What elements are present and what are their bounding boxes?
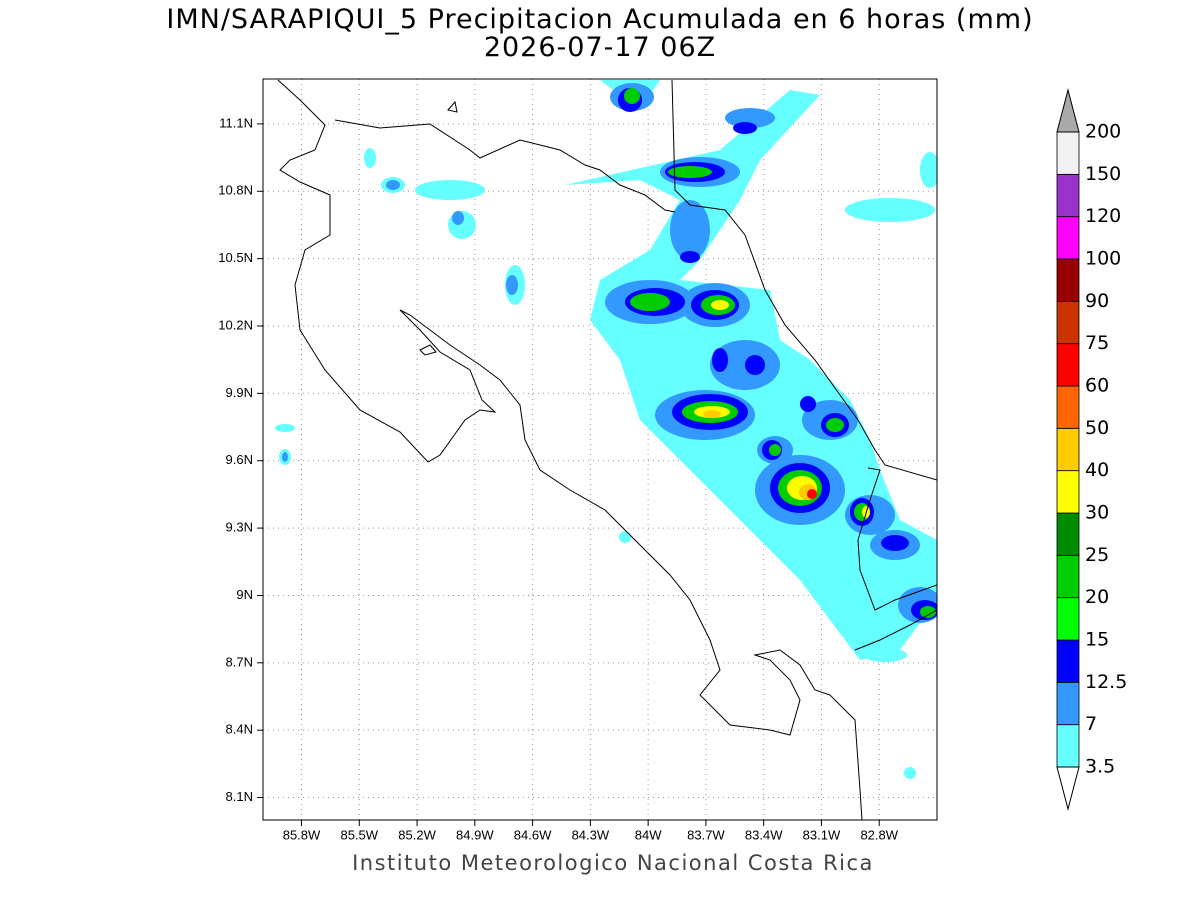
- colorbar-box: [1056, 131, 1080, 175]
- footer: Instituto Meteorologico Nacional Costa R…: [352, 851, 874, 875]
- colorbar-box: [1056, 724, 1080, 768]
- title-line-2: 2026-07-17 06Z: [484, 32, 716, 63]
- y-tick-label: 10.2N: [218, 317, 253, 332]
- colorbar-label: 40: [1085, 459, 1109, 481]
- colorbar-box: [1056, 385, 1080, 429]
- y-tick-label: 8.1N: [226, 789, 253, 804]
- coastlines: [277, 79, 937, 820]
- x-tick-label: 84.9W: [456, 827, 494, 842]
- colorbar-label: 15: [1085, 629, 1109, 651]
- x-tick-label: 85.5W: [340, 827, 378, 842]
- map-frame: [262, 78, 938, 821]
- title-line-1: IMN/SARAPIQUI_5 Precipitacion Acumulada …: [166, 4, 1033, 35]
- colorbar-label: 7: [1085, 713, 1097, 735]
- x-tick-label: 84W: [635, 827, 662, 842]
- colorbar-label: 50: [1085, 417, 1109, 439]
- colorbar-under: [1056, 766, 1080, 811]
- colorbar-label: 75: [1085, 332, 1109, 354]
- colorbar-label: 150: [1085, 163, 1121, 185]
- x-tick-label: 84.3W: [572, 827, 610, 842]
- colorbar-label: 20: [1085, 586, 1109, 608]
- y-tick-label: 8.7N: [226, 654, 253, 669]
- colorbar-label: 3.5: [1085, 756, 1115, 778]
- colorbar-box: [1056, 597, 1080, 641]
- colorbar-box: [1056, 470, 1080, 514]
- y-tick-label: 9.6N: [226, 452, 253, 467]
- precipitation-field: [275, 80, 937, 779]
- x-tick-label: 83.7W: [687, 827, 725, 842]
- y-tick-label: 9N: [236, 587, 253, 602]
- x-tick-label: 82.8W: [860, 827, 898, 842]
- colorbar: 3.5 7 12.5 15 20 25 30 40 50 60 75 90 100 120 150 200: [1056, 88, 1127, 811]
- colorbar-box: [1056, 639, 1080, 683]
- y-tick-label: 11.1N: [219, 115, 253, 130]
- x-tick-label: 84.6W: [514, 827, 552, 842]
- colorbar-box: [1056, 258, 1080, 302]
- colorbar-label: 25: [1085, 544, 1109, 566]
- colorbar-box: [1056, 216, 1080, 260]
- colorbar-box: [1056, 512, 1080, 556]
- y-tick-label: 10.5N: [218, 250, 253, 265]
- x-tick-label: 85.2W: [398, 827, 436, 842]
- colorbar-over: [1056, 88, 1080, 133]
- colorbar-box: [1056, 681, 1080, 726]
- y-tick-label: 10.8N: [218, 183, 253, 198]
- colorbar-label: 120: [1085, 205, 1121, 227]
- axes: 85.8W 85.5W 85.2W 84.9W 84.6W 84.3W 84W 83.7W 83…: [218, 115, 898, 842]
- y-tick-label: 8.4N: [226, 722, 253, 737]
- y-tick-label: 9.9N: [226, 385, 253, 400]
- colorbar-box: [1056, 554, 1080, 599]
- colorbar-box: [1056, 343, 1080, 387]
- x-tick-label: 83.1W: [803, 827, 841, 842]
- colorbar-box: [1056, 427, 1080, 472]
- colorbar-label: 100: [1085, 248, 1121, 270]
- x-tick-label: 85.8W: [283, 827, 321, 842]
- colorbar-label: 60: [1085, 375, 1109, 397]
- y-tick-label: 9.3N: [226, 520, 253, 535]
- colorbar-label: 200: [1085, 121, 1121, 143]
- colorbar-label: 90: [1085, 290, 1109, 312]
- colorbar-box: [1056, 300, 1080, 345]
- colorbar-box: [1056, 173, 1080, 218]
- colorbar-label: 30: [1085, 502, 1109, 524]
- precip-60: [807, 489, 817, 499]
- x-tick-label: 83.4W: [745, 827, 783, 842]
- colorbar-label: 12.5: [1085, 671, 1127, 693]
